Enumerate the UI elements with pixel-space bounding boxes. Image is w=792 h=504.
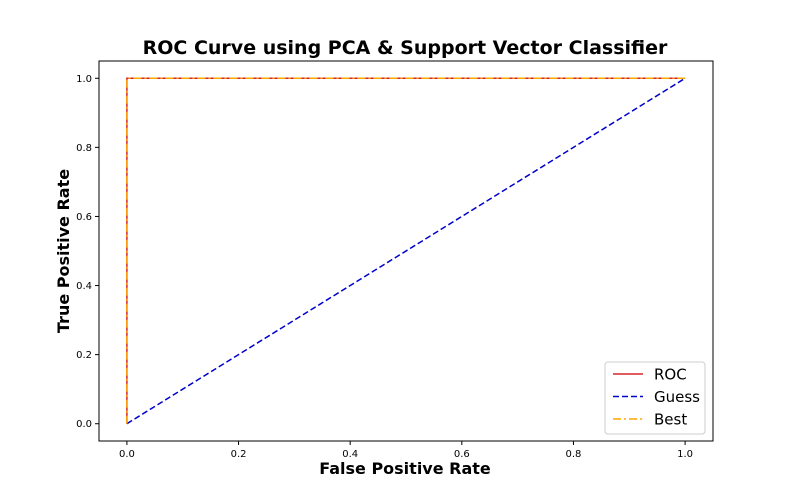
x-tick-label: 0.8 [566, 449, 582, 460]
series-line-best [126, 77, 686, 424]
y-tick-label: 0.8 [76, 143, 92, 154]
chart-title: ROC Curve using PCA & Support Vector Cla… [143, 37, 668, 59]
legend-label-best: Best [654, 411, 687, 429]
legend-label-guess: Guess [654, 388, 700, 406]
legend-box [604, 361, 706, 435]
y-tick-label: 0.4 [76, 281, 92, 292]
x-tick-label: 0.2 [231, 449, 247, 460]
y-axis-label: True Positive Rate [54, 169, 73, 333]
plot-area [126, 77, 686, 425]
x-axis-label: False Positive Rate [319, 459, 491, 478]
legend-label-roc: ROC [654, 366, 687, 384]
y-tick-label: 0.6 [76, 212, 92, 223]
series-line-guess [126, 77, 686, 425]
plot-frame [98, 60, 714, 442]
y-tick-label: 0.0 [76, 419, 92, 430]
x-tick-label: 1.0 [677, 449, 693, 460]
x-tick-label: 0.6 [454, 449, 470, 460]
y-tick-label: 1.0 [76, 74, 92, 85]
x-tick-label: 0.0 [119, 449, 135, 460]
x-tick-label: 0.4 [342, 449, 358, 460]
y-tick-label: 0.2 [76, 350, 92, 361]
legend: ROC Guess Best [604, 361, 706, 435]
axis-ticks: 0.0 0.2 0.4 0.6 0.8 1.0 0.0 0.2 0.4 0.6 0.8 1.0 [76, 74, 693, 460]
